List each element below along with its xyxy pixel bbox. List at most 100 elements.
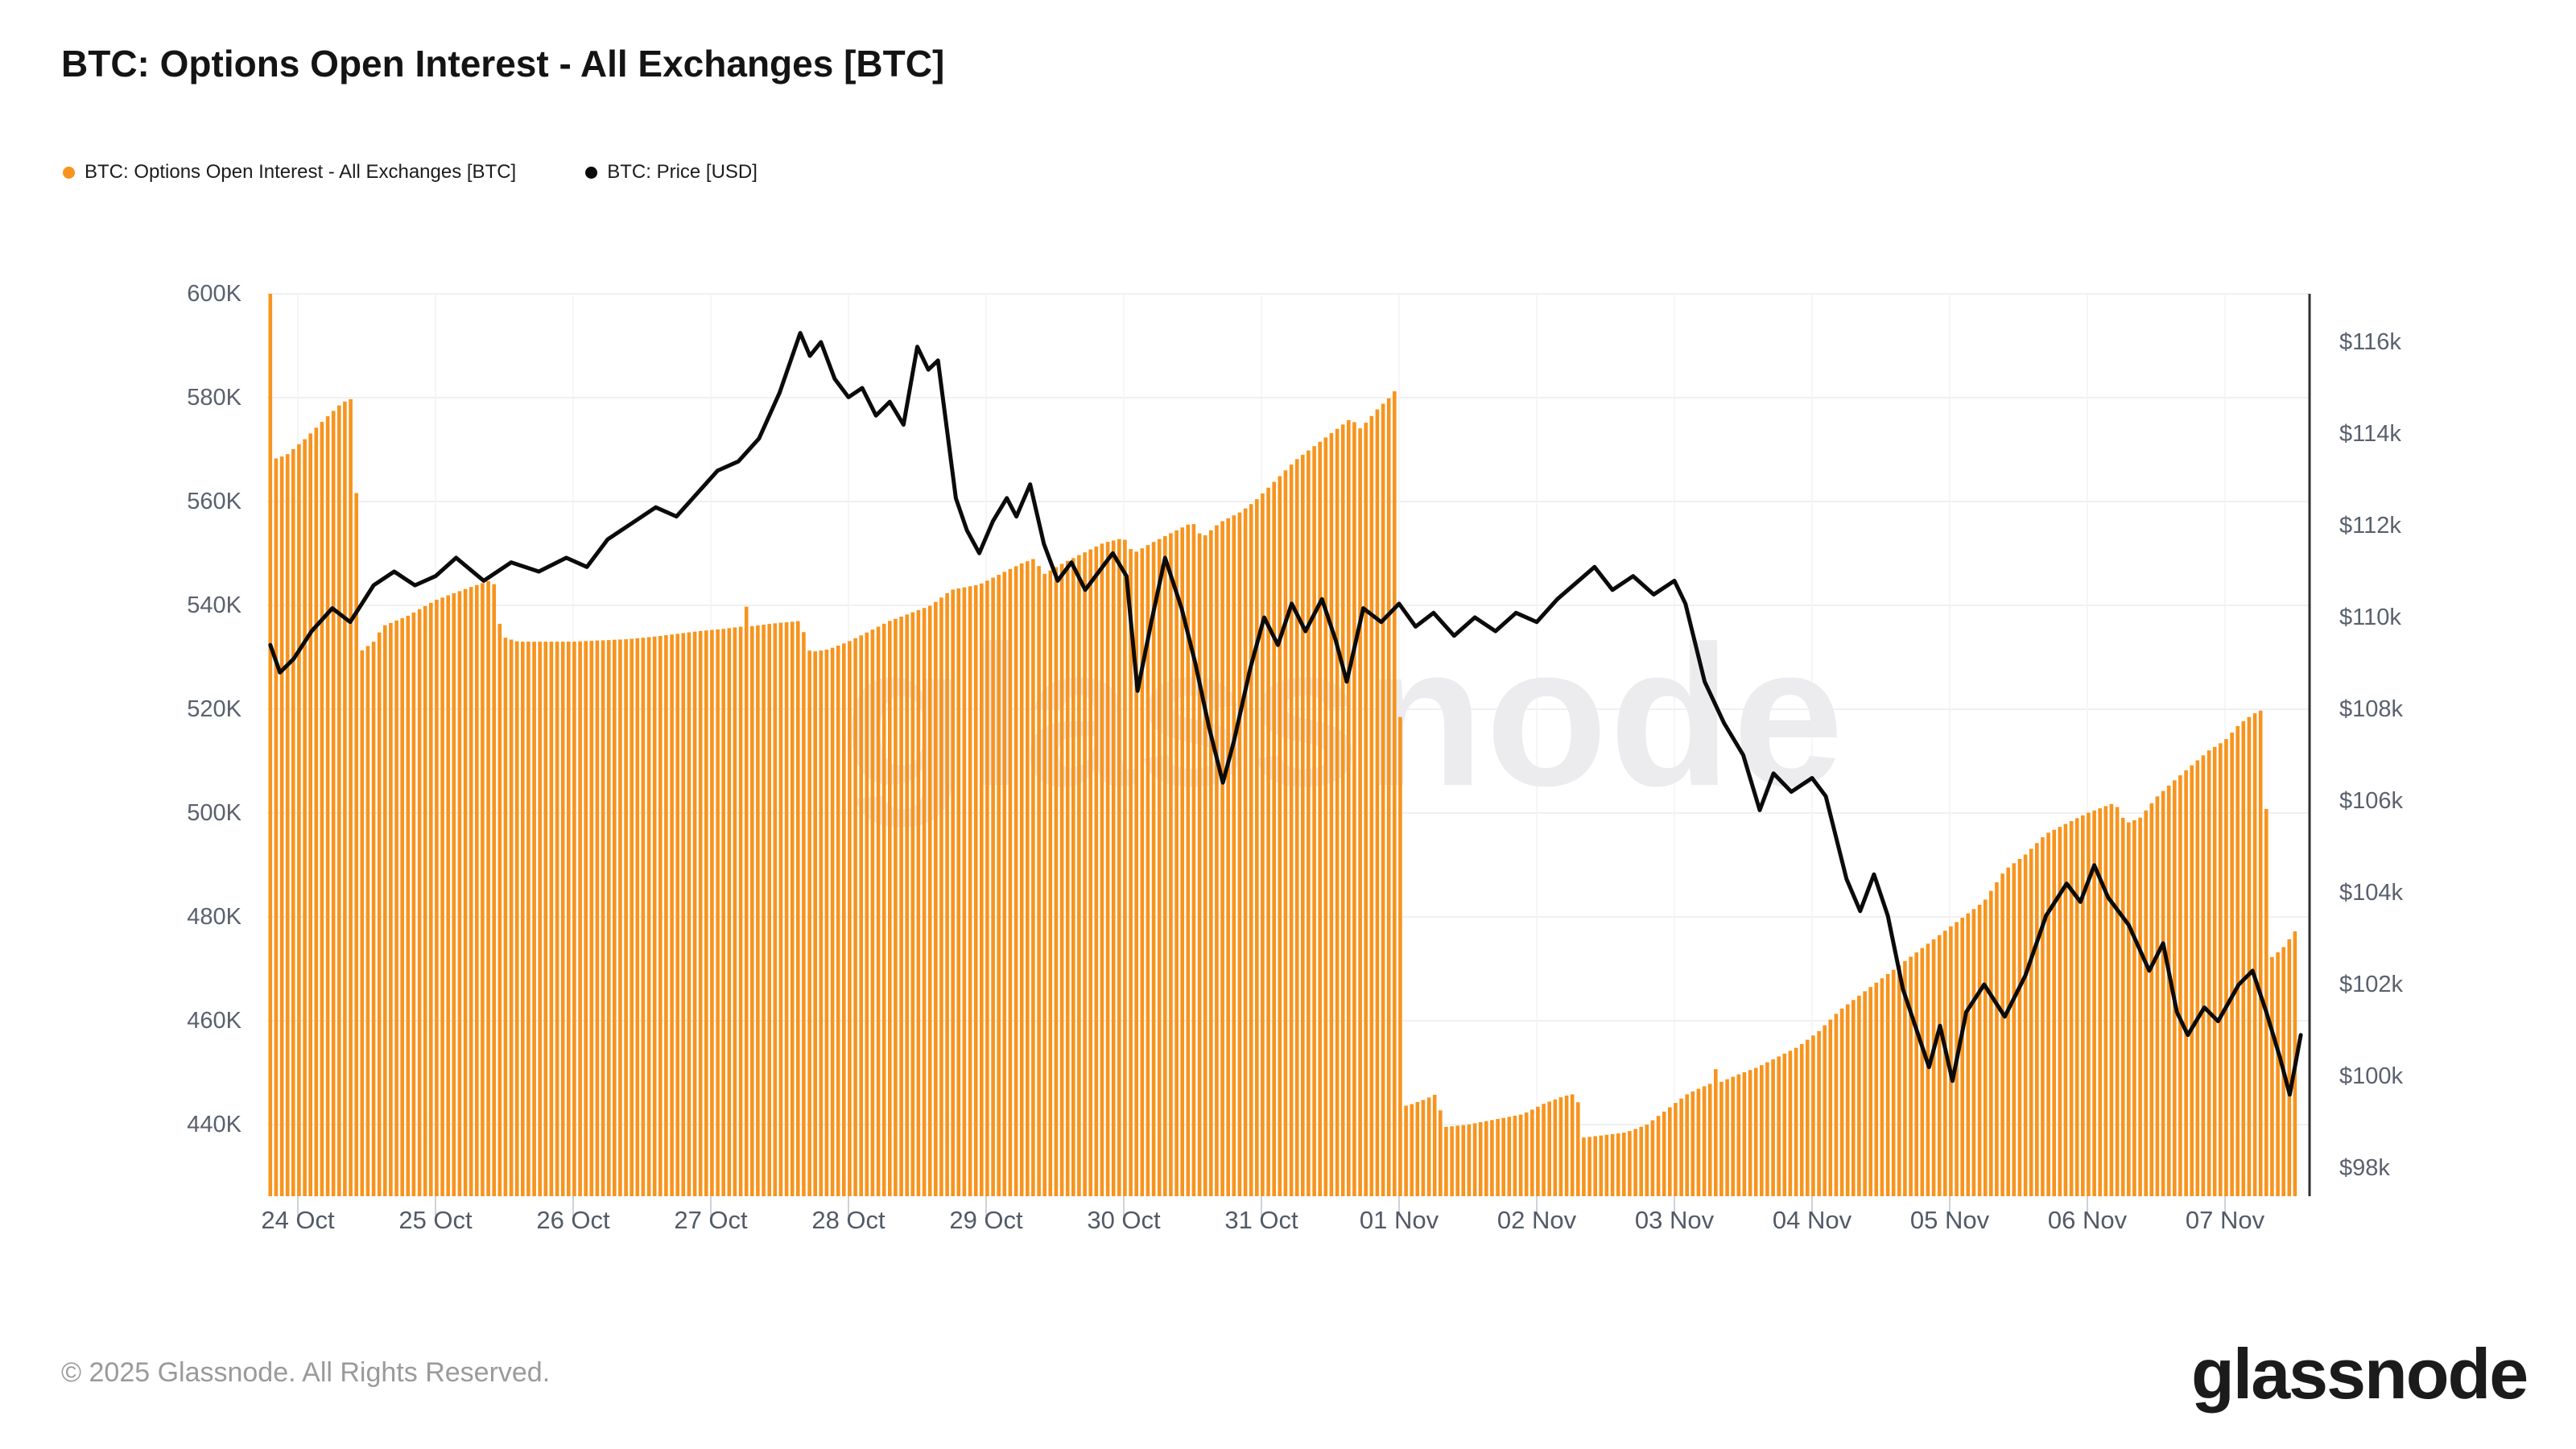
oi-bar xyxy=(389,622,393,1196)
oi-bar xyxy=(1731,1076,1735,1196)
oi-bar xyxy=(813,651,817,1196)
oi-bar xyxy=(1674,1103,1678,1196)
oi-bar xyxy=(1582,1137,1586,1196)
oi-bar xyxy=(635,638,640,1196)
oi-bar xyxy=(2212,746,2217,1196)
oi-bar xyxy=(1340,424,1345,1196)
oi-bar xyxy=(337,405,341,1196)
oi-bar xyxy=(601,640,605,1196)
x-axis-tick-label: 06 Nov xyxy=(2047,1206,2128,1234)
y-axis-label-right: $98k xyxy=(2339,1155,2390,1181)
oi-bar xyxy=(446,595,450,1196)
oi-bar xyxy=(675,634,679,1196)
oi-bar xyxy=(1071,558,1075,1196)
oi-bar xyxy=(1507,1117,1512,1196)
x-axis-tick-label: 26 Oct xyxy=(536,1206,610,1234)
oi-bar xyxy=(291,449,295,1196)
oi-bar xyxy=(888,621,892,1196)
oi-bar xyxy=(1794,1047,1798,1196)
oi-bar xyxy=(343,401,347,1196)
oi-bar xyxy=(1777,1056,1781,1196)
oi-bar xyxy=(297,444,301,1196)
oi-bar xyxy=(509,639,514,1196)
oi-bar xyxy=(1753,1067,1758,1196)
oi-bar xyxy=(538,642,542,1196)
oi-bar xyxy=(916,609,921,1196)
oi-bar xyxy=(1501,1117,1505,1196)
oi-bar xyxy=(1472,1123,1477,1196)
oi-bar xyxy=(1426,1097,1431,1196)
oi-bar xyxy=(2252,713,2257,1196)
oi-bar xyxy=(1123,539,1127,1196)
oi-bar xyxy=(1375,409,1380,1197)
oi-bar xyxy=(349,398,353,1196)
oi-bar xyxy=(1949,926,1953,1196)
oi-bar xyxy=(1404,1105,1408,1196)
oi-bar xyxy=(285,454,290,1196)
oi-bar xyxy=(1421,1100,1426,1196)
oi-bar xyxy=(1054,567,1059,1196)
oi-bar xyxy=(2098,808,2102,1196)
legend-label-price: BTC: Price [USD] xyxy=(607,161,758,183)
oi-bar xyxy=(1129,549,1133,1196)
oi-bar xyxy=(1289,464,1294,1196)
oi-bar xyxy=(1381,403,1385,1196)
open-interest-dot-icon xyxy=(63,166,75,179)
oi-bar xyxy=(630,638,634,1196)
oi-bar xyxy=(1364,423,1368,1196)
y-axis-label-right: $114k xyxy=(2339,421,2401,447)
oi-bar xyxy=(2161,791,2165,1196)
page-title: BTC: Options Open Interest - All Exchang… xyxy=(61,43,945,85)
oi-bar xyxy=(2184,770,2188,1196)
oi-bar xyxy=(1243,508,1248,1196)
x-axis-tick-label: 04 Nov xyxy=(1772,1206,1852,1234)
oi-bar xyxy=(1323,437,1328,1196)
x-axis-tick-label: 27 Oct xyxy=(674,1206,748,1234)
oi-bar xyxy=(2041,837,2045,1196)
x-axis-tick-label: 01 Nov xyxy=(1359,1206,1439,1234)
oi-bar xyxy=(1760,1065,1764,1196)
oi-bar xyxy=(1852,1000,1856,1196)
oi-bar xyxy=(1301,454,1305,1196)
oi-bar xyxy=(1215,525,1219,1196)
oi-bar xyxy=(1307,450,1311,1196)
oi-bar xyxy=(894,618,898,1196)
oi-bar xyxy=(1272,481,1276,1196)
legend-item-price[interactable]: BTC: Price [USD] xyxy=(585,161,758,184)
oi-bar xyxy=(497,623,502,1196)
oi-bar xyxy=(2023,854,2028,1196)
oi-bar xyxy=(1455,1125,1459,1196)
oi-bar xyxy=(2017,859,2022,1196)
oi-bar xyxy=(1432,1095,1437,1196)
oi-bar xyxy=(905,614,909,1196)
oi-bar xyxy=(1094,546,1099,1196)
oi-bar xyxy=(2109,803,2114,1196)
oi-bar xyxy=(1765,1062,1769,1196)
oi-bar xyxy=(2166,785,2171,1196)
oi-bar xyxy=(406,615,411,1196)
oi-bar xyxy=(1650,1120,1655,1196)
oi-bar xyxy=(1002,572,1007,1196)
oi-bar xyxy=(555,642,559,1196)
oi-bar xyxy=(687,632,691,1196)
oi-bar xyxy=(1897,965,1901,1196)
oi-bar xyxy=(435,600,439,1196)
oi-bar xyxy=(1048,570,1053,1196)
oi-bar xyxy=(1530,1109,1534,1196)
oi-bar xyxy=(354,493,358,1196)
y-axis-label-right: $104k xyxy=(2339,880,2404,906)
legend-item-open-interest[interactable]: BTC: Options Open Interest - All Exchang… xyxy=(63,161,516,184)
oi-bar xyxy=(394,620,398,1196)
oi-bar xyxy=(1369,415,1374,1196)
oi-bar xyxy=(1542,1104,1546,1196)
oi-bar xyxy=(1077,555,1081,1196)
oi-bar xyxy=(1845,1004,1850,1196)
oi-bar xyxy=(543,642,548,1196)
oi-bar xyxy=(314,427,319,1196)
oi-bar xyxy=(1839,1008,1844,1196)
oi-bar xyxy=(1117,539,1121,1196)
oi-bar xyxy=(1191,524,1196,1196)
oi-bar xyxy=(2029,848,2033,1196)
y-axis-label-right: $100k xyxy=(2339,1063,2404,1089)
oi-bar xyxy=(2115,807,2120,1196)
